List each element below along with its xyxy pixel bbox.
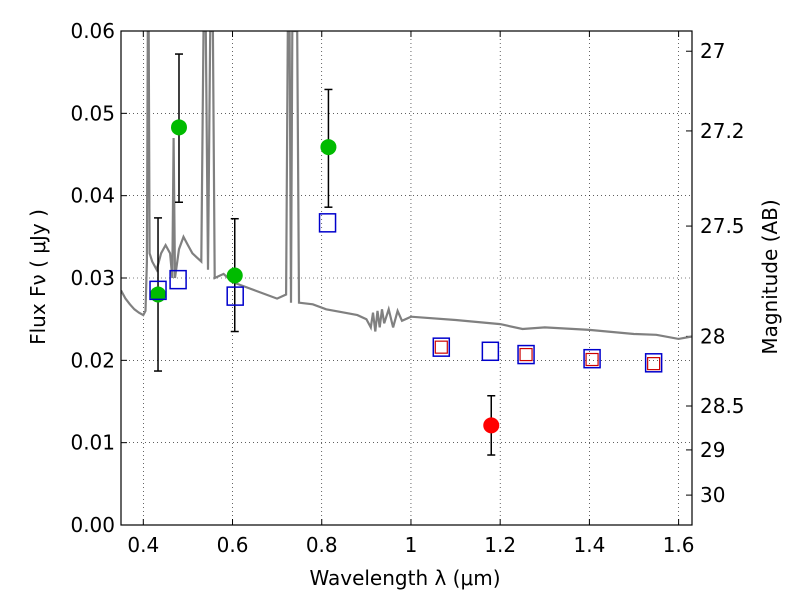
y-tick-label: 0.00	[70, 513, 115, 537]
model-square	[226, 286, 244, 306]
y2-tick-label: 27.5	[700, 214, 745, 238]
x-tick-label: 1	[405, 533, 418, 557]
x-tick-label: 0.6	[217, 533, 249, 557]
model-square	[481, 341, 500, 362]
y-tick-label: 0.02	[70, 348, 115, 372]
data-point	[226, 267, 243, 284]
axis-ticks: 0.4 0.6 0.8 1 1.2 1.4 1.6 0.00 0.01 0.02 0.03 0.04 0…	[70, 19, 744, 557]
model-square	[318, 213, 337, 233]
y2-tick-label: 29	[700, 438, 725, 462]
y-tick-label: 0.04	[70, 184, 115, 208]
model-square-small	[434, 340, 448, 354]
x-tick-label: 1.4	[573, 533, 605, 557]
y-tick-label: 0.05	[70, 101, 115, 125]
model-square-small	[647, 357, 661, 371]
y2-tick-label: 27.2	[700, 119, 745, 143]
data-point	[320, 139, 337, 156]
model-square	[169, 269, 187, 290]
data-point	[150, 286, 167, 303]
data-point	[483, 417, 500, 434]
y-tick-label: 0.06	[70, 19, 115, 43]
x-tick-label: 1.6	[663, 533, 695, 557]
y2-tick-label: 30	[700, 483, 725, 507]
x-tick-label: 0.8	[306, 533, 338, 557]
y2-tick-label: 28	[700, 324, 725, 348]
y-tick-label: 0.01	[70, 431, 115, 455]
x-tick-label: 1.2	[484, 533, 516, 557]
model-square-small	[519, 347, 533, 362]
model-square	[149, 280, 167, 301]
plot-area	[121, 31, 692, 456]
model-square	[432, 337, 451, 357]
sed-line	[121, 31, 692, 341]
y2-axis-title: Magnitude (AB)	[758, 199, 782, 354]
y2-tick-label: 28.5	[700, 394, 745, 418]
x-axis-title: Wavelength λ (μm)	[309, 566, 500, 590]
y2-tick-label: 27	[700, 39, 725, 63]
x-tick-label: 0.4	[127, 533, 159, 557]
data-point	[170, 119, 187, 136]
y-axis-title: Flux Fν ( μJy )	[26, 209, 50, 345]
model-square	[583, 348, 601, 369]
model-square	[644, 353, 663, 373]
plot-frame	[120, 30, 693, 526]
model-square	[517, 344, 535, 365]
model-square-small	[585, 352, 599, 367]
y-tick-label: 0.03	[70, 266, 115, 290]
